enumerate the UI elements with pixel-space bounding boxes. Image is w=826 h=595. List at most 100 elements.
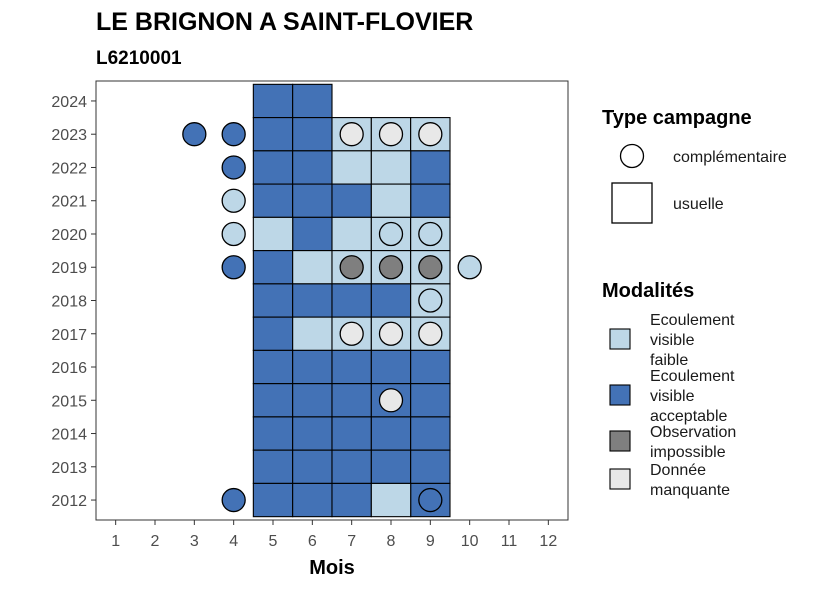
legend-swatch-DM [609,468,631,490]
tile-2022-8 [370,150,412,185]
y-tick-label-2012: 2012 [51,493,87,510]
legend-label-EVA-1: visible [650,388,695,405]
legend-title-type-campagne: Type campagne [602,107,752,129]
tile-2016-5 [252,349,294,385]
legend-label-usuelle: usuelle [673,196,724,213]
tile-2016-9 [410,349,451,385]
point-2020-8 [378,221,404,247]
tile-2016-6 [292,349,333,385]
point-2017-9 [418,321,443,346]
y-tick-label-2013: 2013 [51,460,87,477]
y-tick-label-2024: 2024 [51,94,87,111]
tile-2012-5 [252,482,294,518]
tile-2014-9 [410,416,451,451]
tile-2012-7 [331,482,372,518]
tile-2014-5 [252,416,294,451]
legend-type-campagne: Type campagne complémentaire usuelle [602,107,787,224]
legend-label-EVF-1: visible [650,332,695,349]
legend-label-DM-0: Donnée [650,462,706,479]
tile-2023-6 [292,117,333,152]
x-tick-label-4: 4 [229,533,238,550]
tile-2019-6 [292,250,333,285]
legend-label-EVA-2: acceptable [650,408,727,425]
legend-key-square [611,182,653,224]
y-tick-label-2015: 2015 [51,393,87,410]
point-2012-9 [418,487,443,513]
point-2015-8 [378,388,404,413]
tile-2015-5 [252,383,294,418]
point-2012-4 [221,487,246,513]
tile-2013-9 [410,449,451,484]
plot-area [182,83,482,518]
tile-2019-5 [252,250,294,285]
point-2019-8 [378,255,404,280]
x-axis-title: Mois [309,557,355,579]
tile-2022-7 [331,150,372,185]
chart-subtitle: L6210001 [96,48,182,69]
legend-label-DM-1: manquante [650,482,730,499]
tile-2015-7 [331,383,372,418]
tile-2013-6 [292,449,333,484]
tile-2014-7 [331,416,372,451]
point-2018-9 [418,288,443,313]
tile-2020-6 [292,216,333,252]
x-tick-label-6: 6 [308,533,317,550]
legend-label-EVF-0: Ecoulement [650,312,735,329]
tile-2018-6 [292,283,333,318]
y-tick-label-2022: 2022 [51,160,87,177]
x-tick-label-8: 8 [387,533,396,550]
legend-swatch-OI [609,430,631,452]
y-tick-label-2020: 2020 [51,227,87,244]
y-tick-label-2019: 2019 [51,260,87,277]
tile-2022-5 [252,150,294,185]
point-2020-4 [221,221,246,247]
tile-2021-5 [252,183,294,218]
point-2019-4 [221,255,246,280]
legend-label-OI-0: Observation [650,424,736,441]
x-tick-label-1: 1 [111,533,120,550]
y-tick-label-2016: 2016 [51,360,87,377]
y-tick-label-2018: 2018 [51,294,87,311]
tile-2021-7 [331,183,372,218]
y-tick-label-2021: 2021 [51,194,87,211]
x-tick-label-3: 3 [190,533,199,550]
point-2017-8 [378,321,404,346]
x-tick-label-11: 11 [501,533,518,550]
point-2021-4 [221,188,246,213]
legend-swatch-EVF [609,328,631,350]
tile-2018-5 [252,283,294,318]
y-tick-label-2017: 2017 [51,327,87,344]
legend-key-circle [619,143,645,169]
tile-2014-6 [292,416,333,451]
tile-2021-6 [292,183,333,218]
tile-2012-6 [292,482,333,518]
legend-swatch-EVA [609,384,631,406]
legend-title-modalites: Modalités [602,280,694,302]
tile-2022-9 [410,150,451,185]
tile-2017-5 [252,316,294,351]
tile-2013-7 [331,449,372,484]
point-2023-8 [378,122,404,147]
point-2023-3 [182,122,207,147]
tile-2012-8 [370,482,412,518]
x-tick-label-7: 7 [347,533,356,550]
tile-2021-8 [370,183,412,218]
point-2023-9 [418,122,443,147]
y-tick-label-2023: 2023 [51,127,87,144]
legend-label-EVF-2: faible [650,352,688,369]
tile-2018-8 [370,283,412,318]
tile-2016-8 [370,349,412,385]
axes: 1 2 3 4 5 6 7 8 9 10 11 122012201320142015201620172… [51,94,557,550]
tile-2024-5 [252,83,294,119]
x-tick-label-5: 5 [269,533,278,550]
chart-title: LE BRIGNON A SAINT-FLOVIER [96,8,473,36]
point-2023-4 [221,122,246,147]
legend-label-EVA-0: Ecoulement [650,368,735,385]
tile-2016-7 [331,349,372,385]
legend-modalites: Modalités EcoulementvisiblefaibleEcoulem… [602,280,736,499]
tile-2013-5 [252,449,294,484]
tile-2017-6 [292,316,333,351]
point-2020-9 [418,221,443,247]
point-2019-9 [418,255,443,280]
